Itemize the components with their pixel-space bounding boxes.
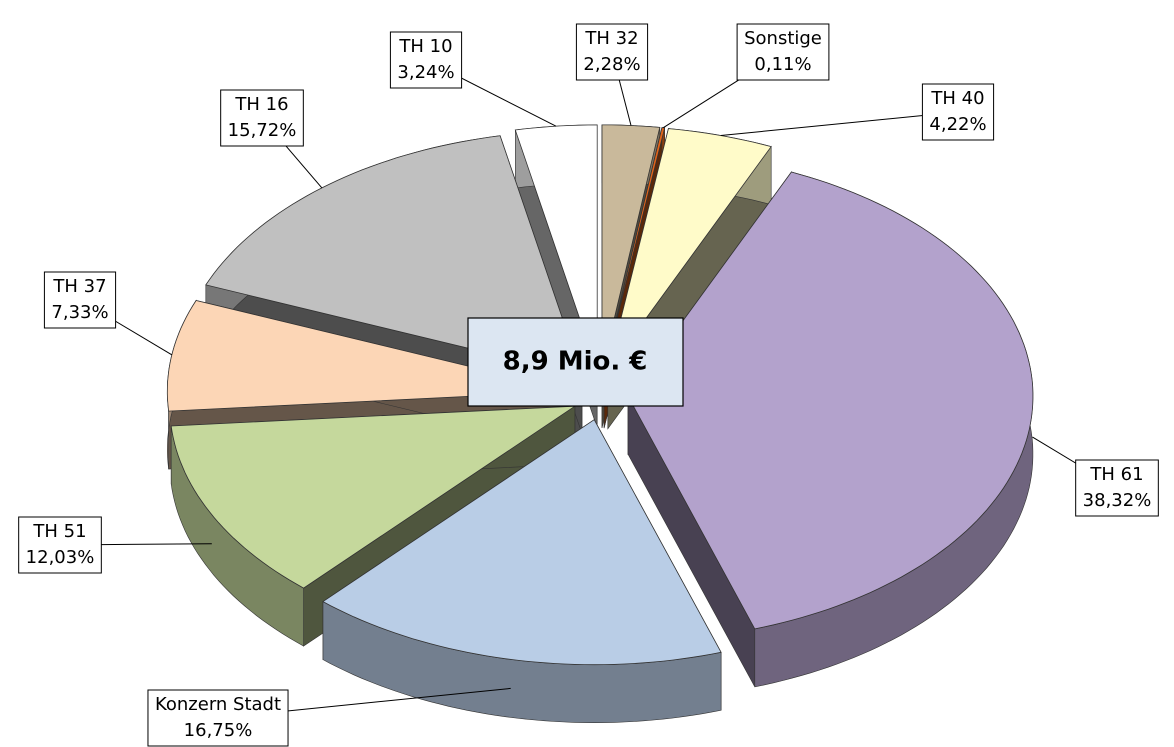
slice-group [322, 419, 722, 724]
category-label: TH 16 [234, 94, 288, 115]
label-box [389, 31, 463, 89]
slice [607, 128, 772, 372]
slice [627, 171, 1034, 630]
category-label: TH 40 [930, 88, 984, 109]
value-label: 2,28% [583, 54, 640, 75]
category-label: TH 37 [52, 276, 106, 297]
category-label: TH 51 [32, 521, 86, 542]
category-label: Sonstige [744, 28, 822, 49]
value-label: 3,24% [397, 62, 454, 83]
data-label: TH 51 12,03% [18, 516, 102, 574]
value-label: 4,22% [929, 114, 986, 135]
slice [322, 419, 722, 666]
data-label: Konzern Stadt 16,75% [147, 689, 289, 747]
label-box [736, 23, 830, 81]
category-label: Konzern Stadt [155, 694, 281, 715]
label-box [575, 23, 649, 81]
value-label: 0,11% [754, 54, 811, 75]
label-box [43, 271, 117, 329]
data-label: TH 37 7,33% [43, 271, 117, 329]
label-box [18, 516, 102, 574]
data-label: TH 40 4,22% [921, 83, 995, 141]
leader-line [720, 111, 959, 136]
value-label: 15,72% [228, 120, 297, 141]
data-label: Sonstige 0,11% [736, 23, 830, 81]
value-label: 38,32% [1083, 490, 1152, 511]
category-label: TH 10 [398, 36, 452, 57]
value-label: 16,75% [184, 720, 253, 741]
slice [170, 405, 577, 589]
data-label: TH 16 15,72% [220, 89, 304, 147]
data-label: TH 10 3,24% [389, 31, 463, 89]
slice-group [627, 171, 1034, 688]
label-box [220, 89, 304, 147]
label-box [1075, 459, 1159, 517]
category-label: TH 61 [1089, 464, 1143, 485]
data-label: TH 61 38,32% [1075, 459, 1159, 517]
data-label: TH 32 2,28% [575, 23, 649, 81]
center-rect [467, 317, 684, 407]
value-label: 12,03% [26, 547, 95, 568]
value-label: 7,33% [51, 302, 108, 323]
category-label: TH 32 [584, 28, 638, 49]
label-box [921, 83, 995, 141]
label-box [147, 689, 289, 747]
center-box: 8,9 Mio. € [467, 317, 684, 407]
center-label: 8,9 Mio. € [503, 347, 648, 377]
